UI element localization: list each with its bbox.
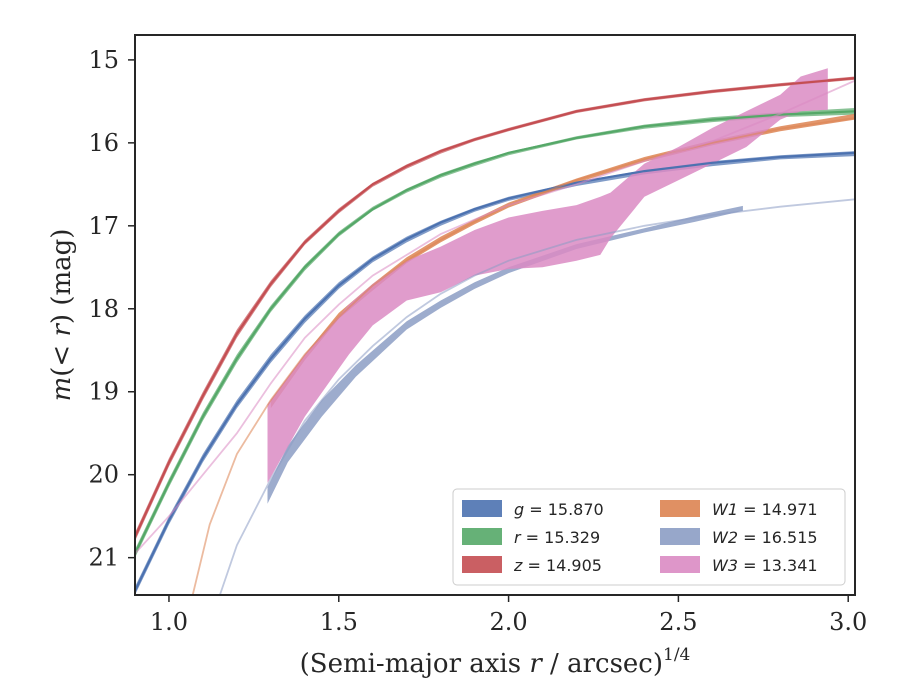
- fit-line-g: [135, 151, 855, 592]
- y-tick-label: 19: [88, 378, 119, 406]
- band-w3: [267, 68, 828, 483]
- legend-label-w3: W3 = 13.341: [712, 556, 818, 575]
- legend-swatch-z: [462, 556, 502, 573]
- fit-lines: [135, 77, 855, 595]
- legend-swatch-w2: [660, 528, 700, 545]
- legend-label-z: z = 14.905: [513, 556, 602, 575]
- x-tick-label: 1.0: [150, 608, 188, 636]
- uncertainty-bands: [135, 68, 855, 595]
- legend: g = 15.870 r = 15.329 z = 14.905 W1 = 14.97…: [452, 488, 846, 586]
- y-tick-label: 15: [88, 46, 119, 74]
- fit-line-w3: [135, 79, 855, 555]
- x-axis-ticks: 1.0 1.5 2.0 2.5 3.0: [150, 595, 867, 636]
- y-tick-label: 18: [88, 295, 119, 323]
- y-tick-label: 17: [88, 212, 119, 240]
- legend-swatch-g: [462, 500, 502, 517]
- legend-label-r: r = 15.329: [514, 528, 600, 547]
- x-tick-label: 2.0: [489, 608, 527, 636]
- plot-frame: [134, 34, 856, 596]
- legend-label-w1: W1 = 14.971: [712, 500, 818, 519]
- x-tick-label: 2.5: [659, 608, 697, 636]
- y-axis-label: m(< r) (mag): [47, 229, 77, 402]
- y-axis-ticks: 15 16 17 18 19 20 21: [88, 46, 135, 572]
- fit-line-z: [135, 77, 855, 538]
- legend-swatch-w3: [660, 556, 700, 573]
- legend-swatch-w1: [660, 500, 700, 517]
- y-tick-label: 21: [88, 544, 119, 572]
- x-tick-label: 1.5: [320, 608, 358, 636]
- legend-label-g: g = 15.870: [514, 500, 604, 519]
- y-tick-label: 16: [88, 129, 119, 157]
- fit-line-w2: [219, 198, 855, 595]
- fit-line-r: [135, 110, 855, 554]
- y-tick-label: 20: [88, 461, 119, 489]
- x-tick-label: 3.0: [829, 608, 867, 636]
- legend-label-w2: W2 = 16.515: [712, 528, 818, 547]
- x-axis-label: (Semi-major axis r / arcsec)1/4: [300, 645, 691, 679]
- legend-frame: [452, 488, 846, 586]
- legend-swatch-r: [462, 528, 502, 545]
